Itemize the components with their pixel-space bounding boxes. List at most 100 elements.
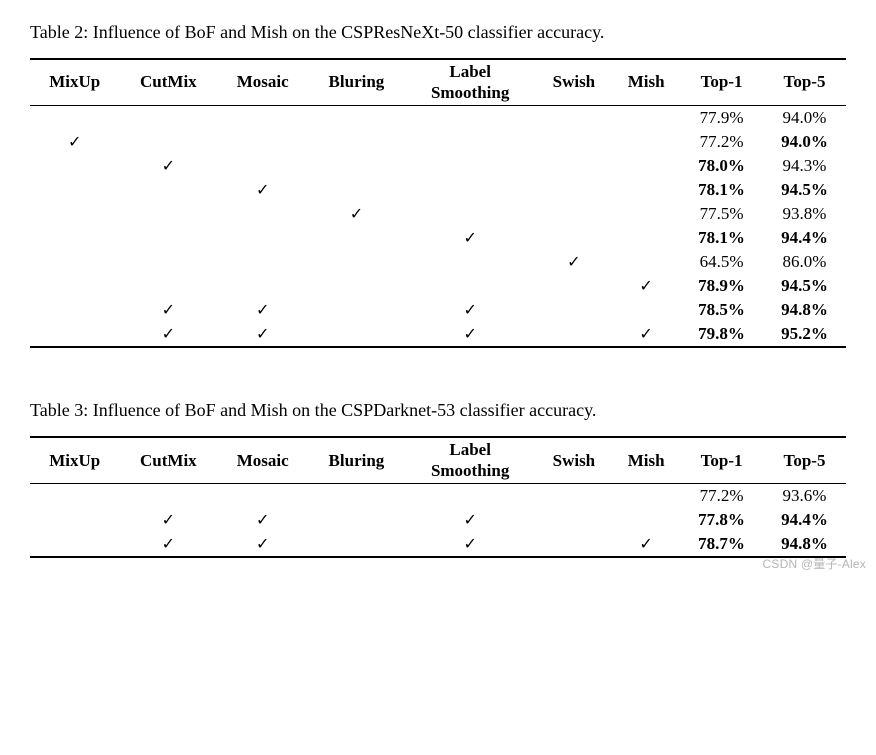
check-cell bbox=[612, 202, 680, 226]
top1-cell: 78.9% bbox=[680, 274, 763, 298]
check-cell bbox=[308, 508, 405, 532]
top5-cell: 94.5% bbox=[763, 178, 846, 202]
check-cell bbox=[308, 106, 405, 131]
column-header: Top-5 bbox=[763, 59, 846, 105]
column-header: LabelSmoothing bbox=[405, 59, 536, 105]
check-cell bbox=[308, 532, 405, 557]
check-cell: ✓ bbox=[217, 178, 308, 202]
check-cell bbox=[612, 250, 680, 274]
check-cell bbox=[536, 178, 613, 202]
table-row: ✓78.0%94.3% bbox=[30, 154, 846, 178]
table3-caption: Table 3: Influence of BoF and Mish on th… bbox=[30, 398, 846, 422]
check-cell bbox=[30, 202, 119, 226]
check-cell bbox=[536, 532, 613, 557]
top1-cell: 64.5% bbox=[680, 250, 763, 274]
check-cell bbox=[612, 484, 680, 509]
top5-cell: 94.0% bbox=[763, 106, 846, 131]
check-cell bbox=[119, 274, 217, 298]
check-cell bbox=[217, 154, 308, 178]
column-header: Top-1 bbox=[680, 437, 763, 483]
table-row: ✓✓✓78.5%94.8% bbox=[30, 298, 846, 322]
column-header: MixUp bbox=[30, 59, 119, 105]
table-row: ✓ 78.1%94.5% bbox=[30, 178, 846, 202]
top1-cell: 77.5% bbox=[680, 202, 763, 226]
check-cell: ✓ bbox=[119, 322, 217, 347]
top1-cell: 79.8% bbox=[680, 322, 763, 347]
check-cell bbox=[308, 178, 405, 202]
top1-cell: 78.1% bbox=[680, 178, 763, 202]
column-header: CutMix bbox=[119, 437, 217, 483]
top1-cell: 78.7% bbox=[680, 532, 763, 557]
table-row: ✓78.9%94.5% bbox=[30, 274, 846, 298]
column-header: Mish bbox=[612, 59, 680, 105]
check-cell bbox=[30, 532, 119, 557]
top5-cell: 95.2% bbox=[763, 322, 846, 347]
column-header: LabelSmoothing bbox=[405, 437, 536, 483]
table2-caption: Table 2: Influence of BoF and Mish on th… bbox=[30, 20, 846, 44]
check-cell bbox=[612, 130, 680, 154]
check-cell: ✓ bbox=[405, 532, 536, 557]
column-header: Bluring bbox=[308, 437, 405, 483]
column-header: Mosaic bbox=[217, 59, 308, 105]
top1-cell: 77.2% bbox=[680, 130, 763, 154]
check-cell bbox=[30, 178, 119, 202]
check-cell bbox=[217, 202, 308, 226]
column-header: Swish bbox=[536, 437, 613, 483]
top1-cell: 77.8% bbox=[680, 508, 763, 532]
table-row: ✓77.5%93.8% bbox=[30, 202, 846, 226]
table2-header-row: MixUpCutMixMosaicBluringLabelSmoothingSw… bbox=[30, 59, 846, 105]
check-cell bbox=[119, 178, 217, 202]
table-row: 77.2%93.6% bbox=[30, 484, 846, 509]
column-header: Mosaic bbox=[217, 437, 308, 483]
check-cell bbox=[536, 226, 613, 250]
check-cell: ✓ bbox=[308, 202, 405, 226]
table2: MixUpCutMixMosaicBluringLabelSmoothingSw… bbox=[30, 58, 846, 348]
table3-header-row: MixUpCutMixMosaicBluringLabelSmoothingSw… bbox=[30, 437, 846, 483]
check-cell bbox=[536, 274, 613, 298]
check-cell bbox=[217, 274, 308, 298]
check-cell: ✓ bbox=[405, 322, 536, 347]
table-row: ✓77.2%94.0% bbox=[30, 130, 846, 154]
check-cell bbox=[612, 508, 680, 532]
table-row: ✓64.5%86.0% bbox=[30, 250, 846, 274]
top1-cell: 78.1% bbox=[680, 226, 763, 250]
top1-cell: 77.2% bbox=[680, 484, 763, 509]
top5-cell: 94.0% bbox=[763, 130, 846, 154]
check-cell bbox=[612, 106, 680, 131]
top5-cell: 94.4% bbox=[763, 226, 846, 250]
check-cell: ✓ bbox=[119, 508, 217, 532]
top5-cell: 94.4% bbox=[763, 508, 846, 532]
check-cell bbox=[405, 106, 536, 131]
top5-cell: 94.5% bbox=[763, 274, 846, 298]
check-cell bbox=[536, 130, 613, 154]
check-cell bbox=[308, 250, 405, 274]
check-cell bbox=[119, 484, 217, 509]
check-cell bbox=[308, 298, 405, 322]
check-cell bbox=[612, 178, 680, 202]
column-header: Top-1 bbox=[680, 59, 763, 105]
top1-cell: 77.9% bbox=[680, 106, 763, 131]
check-cell bbox=[30, 226, 119, 250]
column-header: MixUp bbox=[30, 437, 119, 483]
check-cell bbox=[119, 106, 217, 131]
check-cell bbox=[612, 226, 680, 250]
check-cell bbox=[308, 130, 405, 154]
check-cell: ✓ bbox=[119, 298, 217, 322]
check-cell: ✓ bbox=[119, 154, 217, 178]
check-cell bbox=[612, 298, 680, 322]
check-cell bbox=[217, 130, 308, 154]
top5-cell: 94.8% bbox=[763, 532, 846, 557]
check-cell bbox=[30, 154, 119, 178]
check-cell bbox=[405, 202, 536, 226]
check-cell bbox=[30, 250, 119, 274]
table-row: ✓✓✓77.8%94.4% bbox=[30, 508, 846, 532]
check-cell bbox=[405, 154, 536, 178]
column-header: Top-5 bbox=[763, 437, 846, 483]
check-cell bbox=[536, 106, 613, 131]
check-cell bbox=[308, 226, 405, 250]
table-row: 77.9%94.0% bbox=[30, 106, 846, 131]
watermark: CSDN @量子-Alex bbox=[763, 555, 866, 572]
check-cell bbox=[119, 202, 217, 226]
check-cell bbox=[30, 274, 119, 298]
check-cell bbox=[405, 178, 536, 202]
